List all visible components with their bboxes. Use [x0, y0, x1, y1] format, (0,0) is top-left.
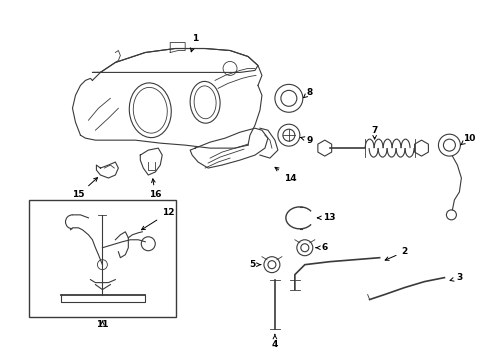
Text: 6: 6 [315, 243, 327, 252]
Text: 13: 13 [317, 213, 335, 222]
Text: 1: 1 [190, 34, 198, 52]
Text: 12: 12 [142, 208, 174, 230]
Text: 11: 11 [96, 320, 108, 329]
Text: 4: 4 [271, 334, 278, 349]
Text: 3: 3 [449, 273, 462, 282]
Text: 5: 5 [248, 260, 260, 269]
Text: 8: 8 [303, 88, 312, 98]
Text: 2: 2 [385, 247, 407, 260]
Text: 7: 7 [371, 126, 377, 139]
Text: 15: 15 [72, 177, 97, 199]
Text: 16: 16 [149, 179, 161, 199]
Text: 14: 14 [274, 167, 296, 183]
Bar [29, 200, 176, 318]
Text: 9: 9 [300, 136, 312, 145]
Text: 10: 10 [460, 134, 474, 145]
